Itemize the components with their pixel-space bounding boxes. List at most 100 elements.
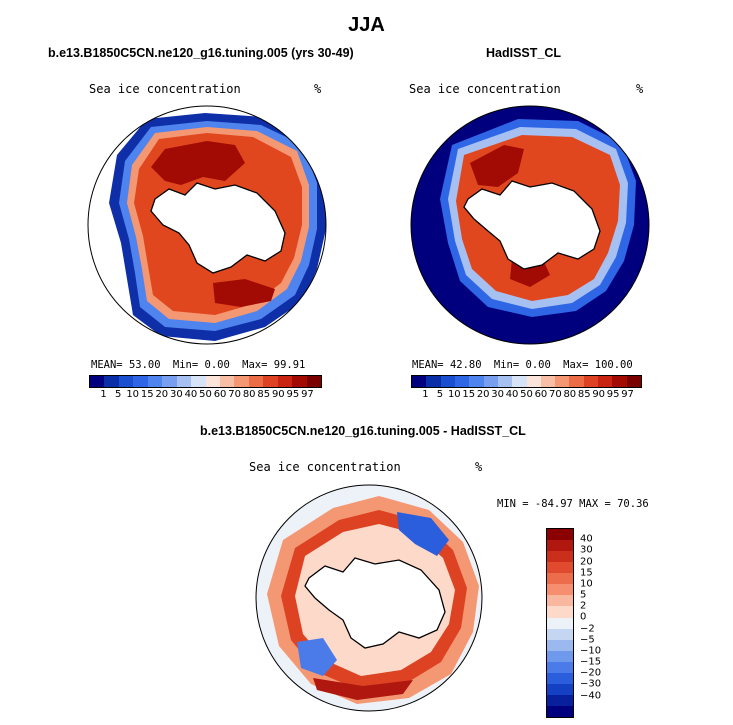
diff-colorbar-bin	[547, 650, 573, 662]
model-colorbar-tick-label: 90	[271, 389, 285, 400]
obs-colorbar-bin	[512, 376, 527, 387]
model-colorbar-bin	[205, 376, 220, 387]
figure-title: JJA	[348, 14, 385, 36]
model-colorbar-tick-label: 10	[126, 389, 140, 400]
obs-colorbar-tick-label: 1	[422, 389, 429, 400]
model-colorbar-tick-label: 1	[100, 389, 107, 400]
diff-colorbar	[546, 528, 574, 718]
diff-colorbar-tick-label: 5	[580, 589, 587, 601]
obs-colorbar-bin	[540, 376, 556, 387]
diff-antarctica	[304, 557, 446, 649]
diff-colorbar-bin	[547, 573, 573, 585]
model-colorbar-bin	[191, 376, 206, 387]
obs-colorbar-tick-label: 90	[592, 389, 606, 400]
model-units-label: %	[314, 82, 322, 96]
diff-colorbar-tick-label: 15	[580, 567, 593, 579]
model-stats: MEAN= 53.00 Min= 0.00 Max= 99.91	[91, 359, 305, 371]
model-colorbar-bin	[263, 376, 278, 387]
obs-colorbar-bin	[412, 376, 427, 387]
model-colorbar-bin	[248, 376, 264, 387]
obs-antarctica	[463, 180, 601, 270]
obs-min-label: Min=	[493, 359, 520, 371]
diff-map	[255, 484, 483, 712]
obs-colorbar	[411, 375, 642, 388]
obs-panel-title: HadISST_CL	[486, 46, 562, 60]
obs-colorbar-bin	[426, 376, 441, 387]
diff-colorbar-tick-label: 30	[580, 544, 593, 556]
model-colorbar-tick-label: 20	[155, 389, 169, 400]
model-colorbar-bin	[292, 376, 307, 387]
obs-colorbar-tick-label: 50	[520, 389, 533, 400]
model-colorbar-tick-label: 30	[170, 389, 183, 400]
diff-colorbar-tick-label: −5	[580, 634, 595, 646]
obs-colorbar-tick-label: 85	[577, 389, 591, 400]
model-colorbar-bin	[90, 376, 105, 387]
obs-colorbar-bin	[440, 376, 455, 387]
model-ice-core	[151, 141, 245, 185]
model-colorbar-bin	[104, 376, 119, 387]
diff-colorbar-tick-label: −30	[580, 678, 602, 690]
obs-mean-value: 42.80	[449, 359, 482, 371]
obs-colorbar-bin	[598, 376, 613, 387]
obs-colorbar-tick-label: 30	[491, 389, 504, 400]
model-colorbar-bin	[219, 376, 235, 387]
diff-colorbar-bin	[547, 617, 573, 629]
obs-ice-core	[470, 145, 524, 187]
diff-colorbar-bin	[547, 639, 573, 651]
model-mean-label: MEAN=	[91, 359, 123, 371]
diff-colorbar-tick-label: 20	[580, 556, 593, 568]
diff-colorbar-bin	[547, 595, 573, 607]
model-field-label: Sea ice concentration	[89, 82, 241, 96]
diff-colorbar-tick-label: −15	[580, 656, 602, 668]
obs-max-label: Max=	[563, 359, 589, 371]
diff-colorbar-tick-label: 0	[580, 611, 587, 623]
obs-colorbar-bin	[612, 376, 627, 387]
obs-map	[410, 105, 650, 345]
obs-colorbar-bin	[469, 376, 484, 387]
obs-colorbar-bin	[483, 376, 498, 387]
model-panel-title: b.e13.B1850C5CN.ne120_g16.tuning.005 (yr…	[48, 46, 354, 60]
diff-colorbar-tick-label: −20	[580, 667, 602, 679]
model-colorbar-tick-label: 97	[301, 389, 314, 400]
diff-colorbar-bin	[547, 672, 573, 684]
model-colorbar	[89, 375, 322, 388]
obs-colorbar-tick-label: 5	[436, 389, 444, 400]
model-colorbar-tick-label: 50	[199, 389, 212, 400]
obs-units-label: %	[636, 82, 644, 96]
model-map	[87, 105, 327, 345]
diff-colorbar-bin	[547, 694, 573, 706]
model-colorbar-bin	[133, 376, 148, 387]
diff-colorbar-bin	[547, 562, 573, 574]
diff-colorbar-tick-label: −10	[580, 645, 602, 657]
model-colorbar-tick-label: 5	[114, 389, 122, 400]
diff-panel-title: b.e13.B1850C5CN.ne120_g16.tuning.005 - H…	[200, 424, 526, 438]
model-colorbar-tick-label: 70	[228, 389, 241, 400]
obs-max-value: 100.00	[594, 359, 633, 371]
diff-colorbar-bin	[547, 584, 573, 596]
model-colorbar-bin	[176, 376, 192, 387]
diff-colorbar-tick-label: −2	[580, 623, 595, 635]
model-colorbar-bin	[306, 376, 321, 387]
obs-colorbar-tick-label: 95	[606, 389, 620, 400]
obs-colorbar-tick-label: 80	[563, 389, 577, 400]
obs-colorbar-bin	[454, 376, 470, 387]
diff-negative-patch-2	[297, 638, 337, 676]
model-colorbar-bin	[147, 376, 163, 387]
diff-negative-patch	[397, 512, 449, 556]
model-colorbar-tick-label: 40	[184, 389, 198, 400]
model-colorbar-tick-label: 80	[242, 389, 256, 400]
model-colorbar-tick-label: 95	[286, 389, 300, 400]
diff-colorbar-tick-label: 10	[580, 578, 593, 590]
diff-colorbar-bin	[547, 706, 573, 718]
obs-stats: MEAN= 42.80 Min= 0.00 Max= 100.00	[412, 359, 633, 371]
diff-colorbar-tick-label: 2	[580, 600, 587, 612]
obs-mean-label: MEAN=	[412, 359, 444, 371]
model-colorbar-tick-label: 60	[213, 389, 227, 400]
model-colorbar-tick-label: 85	[257, 389, 271, 400]
model-colorbar-bin	[118, 376, 134, 387]
diff-positive-band	[313, 678, 413, 700]
obs-min-value: 0.00	[525, 359, 551, 371]
diff-colorbar-tick-label: 40	[580, 533, 593, 545]
obs-colorbar-tick-label: 60	[534, 389, 548, 400]
diff-colorbar-bin	[547, 606, 573, 618]
